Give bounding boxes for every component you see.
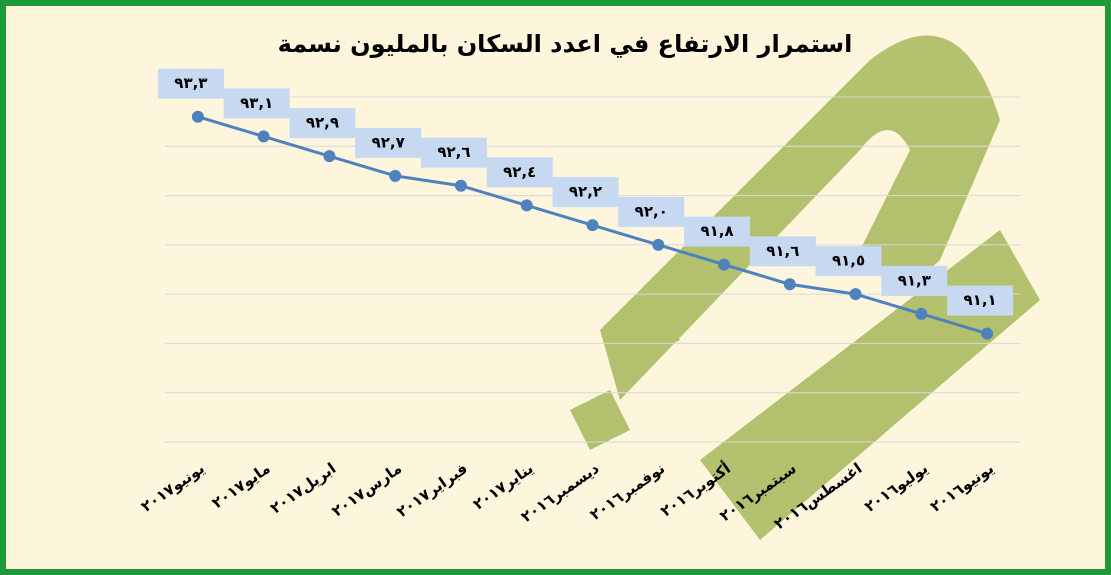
data-label: ٩٢,٢ xyxy=(569,183,602,201)
label-box xyxy=(815,246,882,277)
point xyxy=(454,179,467,192)
label-box xyxy=(486,157,553,188)
point xyxy=(652,238,665,251)
point xyxy=(323,150,336,163)
label-box xyxy=(223,88,290,119)
point xyxy=(915,307,928,320)
data-label: ٩٣,١ xyxy=(240,94,273,112)
data-label: ٩٣,٣ xyxy=(174,74,207,92)
label-box xyxy=(947,285,1014,316)
chart-title: استمرار الارتفاع في اعدد السكان بالمليون… xyxy=(278,30,853,58)
data-label: ٩١,٣ xyxy=(898,271,931,289)
label-box xyxy=(420,137,487,168)
data-label: ٩٢,٧ xyxy=(372,133,405,151)
point xyxy=(718,258,731,271)
data-label: ٩١,٦ xyxy=(766,242,799,260)
data-label: ٩٢,٠ xyxy=(635,202,668,220)
data-label: ٩٢,٤ xyxy=(503,163,536,181)
label-box xyxy=(618,196,685,227)
label-box xyxy=(157,68,224,99)
point xyxy=(586,219,599,232)
label-box xyxy=(684,216,751,247)
label-box xyxy=(749,236,816,267)
label-box xyxy=(552,177,619,208)
label-box xyxy=(355,127,422,158)
data-label: ٩١,٥ xyxy=(832,252,865,270)
label-box xyxy=(289,108,356,139)
data-label: ٩٢,٩ xyxy=(306,114,339,132)
data-label: ٩٢,٦ xyxy=(437,143,470,161)
data-label: ٩١,٨ xyxy=(700,222,733,240)
label-box xyxy=(881,265,948,296)
point xyxy=(191,110,204,123)
point xyxy=(389,169,402,182)
data-label: ٩١,١ xyxy=(964,291,997,309)
point xyxy=(257,130,270,143)
point xyxy=(783,278,796,291)
point xyxy=(520,199,533,212)
point xyxy=(981,327,994,340)
point xyxy=(849,288,862,301)
